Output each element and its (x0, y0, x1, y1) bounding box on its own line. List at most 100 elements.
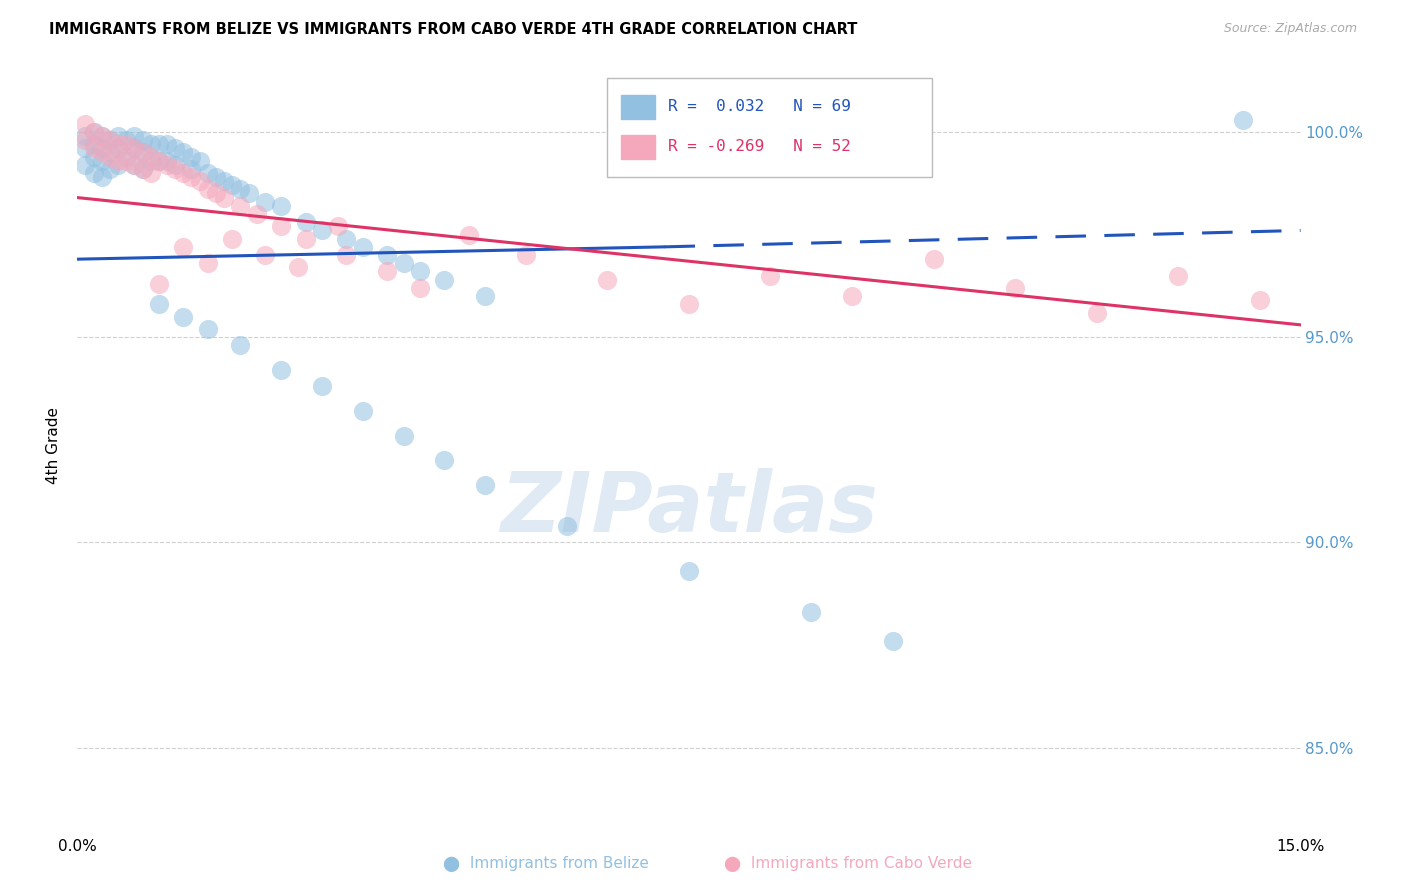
Point (115, 153, 138, 168)
Point (139, 166, 162, 180)
Point (221, 232, 243, 246)
Point (180, 149, 202, 163)
Point (124, 158, 146, 172)
Point (156, 137, 179, 152)
Point (156, 158, 179, 172)
Point (172, 166, 194, 180)
Point (83, 141, 105, 155)
Point (197, 166, 219, 180)
Point (352, 404, 374, 418)
Point (212, 174, 235, 188)
Point (90, 128, 112, 143)
Point (165, 158, 187, 172)
Point (90, 141, 112, 155)
Point (678, 297, 700, 311)
Point (83, 137, 105, 152)
Point (172, 145, 194, 160)
Point (229, 338, 252, 352)
Point (156, 153, 179, 168)
Text: Source: ZipAtlas.com: Source: ZipAtlas.com (1223, 22, 1357, 36)
Point (124, 158, 146, 172)
Point (474, 478, 496, 492)
Point (311, 223, 333, 237)
Point (139, 153, 162, 168)
Point (1085, 305, 1108, 319)
Text: ⬤  Immigrants from Belize: ⬤ Immigrants from Belize (443, 856, 648, 872)
Text: R = -0.269   N = 52: R = -0.269 N = 52 (668, 139, 851, 153)
Text: IMMIGRANTS FROM BELIZE VS IMMIGRANTS FROM CABO VERDE 4TH GRADE CORRELATION CHART: IMMIGRANTS FROM BELIZE VS IMMIGRANTS FRO… (49, 22, 858, 37)
Point (107, 141, 129, 155)
Point (1004, 281, 1026, 295)
Point (352, 240, 374, 254)
Point (98, 133, 121, 147)
Point (148, 153, 170, 168)
Point (197, 256, 219, 270)
Point (335, 232, 357, 246)
Point (335, 248, 357, 262)
Point (124, 141, 146, 155)
Point (555, 519, 578, 533)
Point (246, 207, 269, 221)
Point (375, 248, 398, 262)
Point (107, 158, 129, 172)
Point (515, 248, 537, 262)
Point (172, 310, 194, 324)
Point (759, 268, 782, 283)
Text: ZIPatlas: ZIPatlas (501, 467, 877, 549)
Point (205, 186, 228, 201)
Point (90, 145, 112, 160)
Point (98, 133, 121, 147)
Point (922, 252, 945, 267)
Point (139, 149, 162, 163)
Point (457, 227, 479, 242)
Point (1249, 293, 1271, 308)
Point (294, 232, 316, 246)
Point (188, 174, 211, 188)
Point (270, 219, 292, 234)
Point (433, 273, 456, 287)
Point (90, 169, 112, 184)
Point (98, 161, 121, 176)
Point (270, 199, 292, 213)
Point (90, 153, 112, 168)
Point (148, 137, 170, 152)
Point (131, 133, 153, 147)
Point (115, 137, 138, 152)
Y-axis label: 4th Grade: 4th Grade (46, 408, 62, 484)
Point (180, 161, 202, 176)
Point (197, 322, 219, 336)
Point (131, 161, 153, 176)
Point (148, 153, 170, 168)
Point (409, 264, 432, 278)
Point (197, 182, 219, 196)
Point (115, 133, 138, 147)
Point (83, 149, 105, 163)
Point (409, 281, 432, 295)
Point (229, 182, 252, 196)
Text: R =  0.032   N = 69: R = 0.032 N = 69 (668, 99, 851, 113)
Point (270, 363, 292, 377)
Point (882, 634, 904, 648)
Point (678, 564, 700, 578)
Point (131, 145, 153, 160)
Point (139, 137, 162, 152)
Point (229, 199, 252, 213)
Point (148, 277, 170, 291)
Point (75, 133, 97, 147)
Point (253, 194, 276, 209)
Point (1232, 112, 1254, 127)
Point (83, 125, 105, 139)
Point (1167, 268, 1189, 283)
Point (124, 141, 146, 155)
Point (75, 158, 97, 172)
Point (800, 605, 823, 619)
Point (188, 153, 211, 168)
Point (98, 145, 121, 160)
Point (83, 166, 105, 180)
Point (75, 141, 97, 155)
Point (107, 153, 129, 168)
Point (253, 248, 276, 262)
Point (90, 128, 112, 143)
Point (165, 161, 187, 176)
Point (212, 191, 235, 205)
